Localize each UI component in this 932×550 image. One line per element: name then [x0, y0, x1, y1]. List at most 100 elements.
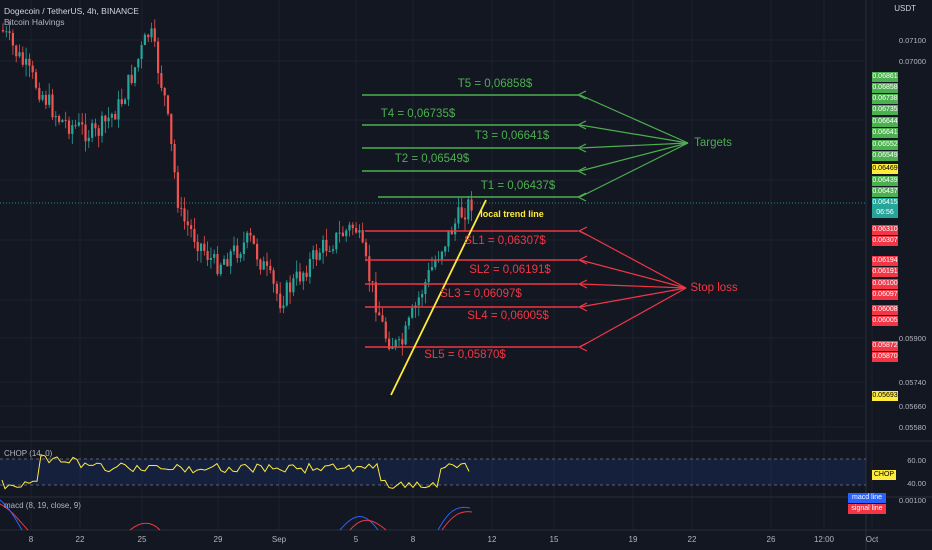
stoploss-label-sl1[interactable]: SL1 = 0,06307$ — [464, 235, 546, 247]
stoploss-label-sl2[interactable]: SL2 = 0,06191$ — [469, 264, 551, 276]
candle-body — [341, 232, 344, 237]
candle-body — [239, 253, 242, 259]
candle-body — [440, 251, 443, 260]
macd-indicator-label[interactable]: macd (8, 19, close, 9) — [4, 501, 81, 510]
targets-arrow — [579, 124, 689, 144]
candle-body — [176, 172, 179, 208]
candle-body — [430, 267, 434, 271]
annotation-overlays — [362, 90, 689, 396]
candle-body — [81, 122, 84, 125]
signal-line-badge: signal line — [848, 504, 886, 514]
chop-pane — [0, 454, 866, 490]
candle-body — [226, 259, 229, 267]
candle-countdown-badge: 06:56 — [872, 208, 898, 218]
target-label-t2[interactable]: T2 = 0,06549$ — [394, 153, 470, 165]
current-price-badge: 0.06415 — [872, 198, 898, 208]
candle-body — [28, 58, 31, 66]
chop-band — [0, 459, 866, 485]
targets-label[interactable]: Targets — [694, 137, 732, 149]
candle-body — [292, 278, 295, 293]
chop-value-badge: CHOP — [872, 470, 896, 480]
candle-body — [298, 271, 302, 282]
candle-body — [272, 270, 275, 284]
candle-body — [279, 293, 282, 309]
date-tick: 22 — [75, 535, 85, 544]
candle-body — [355, 228, 358, 233]
date-tick: Sep — [271, 535, 287, 544]
indicator-bitcoin-halvings[interactable]: Bitcoin Halvings — [4, 17, 65, 27]
date-tick: 12 — [487, 535, 497, 544]
price-badge-green: 0.06858 — [872, 83, 898, 93]
candle-body — [232, 245, 236, 252]
arrow-head — [576, 90, 587, 100]
candle-body — [170, 113, 173, 144]
stoploss-label-sl3[interactable]: SL3 = 0,06097$ — [440, 288, 522, 300]
candle-body — [236, 245, 239, 259]
target-label-t3[interactable]: T3 = 0,06641$ — [474, 130, 550, 142]
candle-body — [1, 30, 5, 32]
candle-body — [157, 41, 160, 74]
signal-line — [0, 503, 29, 531]
arrow-head — [577, 255, 588, 265]
targets-arrow — [579, 94, 689, 144]
candle-body — [305, 272, 308, 277]
target-label-t4[interactable]: T4 = 0,06735$ — [380, 108, 456, 120]
candle-body — [371, 281, 374, 283]
candle-body — [282, 305, 285, 309]
candle-body — [463, 217, 467, 220]
candle-body — [203, 243, 206, 251]
trend-line-label[interactable]: local trend line — [480, 209, 544, 219]
candle-body — [150, 28, 153, 38]
candle-body — [5, 31, 8, 33]
stoploss-label-sl4[interactable]: SL4 = 0,06005$ — [467, 310, 549, 322]
macd-pane — [0, 499, 473, 531]
candle-body — [190, 225, 193, 230]
candle-body — [64, 119, 67, 121]
price-badge-yellow: 0.06469 — [872, 164, 898, 174]
stoploss-arrow — [579, 287, 687, 308]
price-badge-yellow: 0.05693 — [872, 391, 898, 401]
date-tick: 25 — [137, 535, 147, 544]
price-badge-red: 0.06194 — [872, 256, 898, 266]
candle-body — [338, 232, 341, 234]
candle-body — [331, 249, 335, 252]
candle-body — [348, 224, 351, 231]
price-tick: 0.07100 — [898, 36, 926, 45]
date-tick: 5 — [353, 535, 359, 544]
candle-body — [91, 123, 94, 138]
stoploss-label-sl5[interactable]: SL5 = 0,05870$ — [424, 349, 506, 361]
candle-body — [147, 34, 150, 38]
candle-body — [454, 223, 457, 235]
candle-body — [275, 283, 278, 294]
macd-line-badge: macd line — [848, 493, 886, 503]
arrow-head — [577, 279, 588, 289]
candle-body — [41, 94, 44, 100]
candle-body — [242, 242, 245, 254]
candle-body — [318, 252, 321, 260]
candle-body — [11, 32, 14, 46]
candle-body — [401, 339, 404, 345]
chop-indicator-label[interactable]: CHOP (14, 0) — [4, 449, 53, 458]
candle-body — [262, 261, 265, 270]
arrow-head — [576, 120, 587, 130]
candle-body — [160, 73, 163, 88]
target-label-t5[interactable]: T5 = 0,06858$ — [457, 78, 533, 90]
candle-body — [229, 251, 232, 267]
candle-body — [216, 253, 219, 275]
candle-body — [351, 224, 354, 229]
symbol-title[interactable]: Dogecoin / TetherUS, 4h, BINANCE — [4, 6, 139, 16]
candle-body — [100, 115, 104, 136]
candle-body — [358, 230, 361, 233]
target-label-t1[interactable]: T1 = 0,06437$ — [480, 180, 556, 192]
candle-body — [219, 264, 222, 275]
candle-body — [166, 95, 170, 114]
candle-body — [246, 232, 249, 243]
candle-body — [407, 317, 410, 326]
candle-body — [67, 120, 71, 134]
candle-body — [444, 246, 447, 252]
stoploss-label[interactable]: Stop loss — [690, 282, 738, 294]
candle-body — [196, 241, 199, 252]
macd-tick: 0.00100 — [898, 496, 926, 505]
candle-body — [84, 124, 87, 142]
